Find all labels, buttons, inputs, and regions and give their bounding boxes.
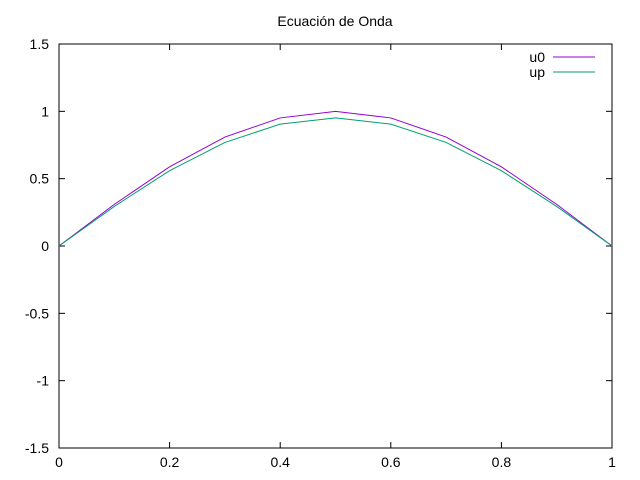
x-tick-label: 0.8 [492, 454, 512, 470]
x-tick-label: 0.4 [270, 454, 290, 470]
y-tick-label: 0 [41, 238, 49, 254]
y-tick-label: -0.5 [25, 305, 49, 321]
y-tick-label: 0.5 [30, 171, 50, 187]
x-tick-label: 0.2 [160, 454, 180, 470]
x-tick-label: 0 [55, 454, 63, 470]
series-layer [58, 110, 613, 247]
x-tick-label: 0.6 [381, 454, 401, 470]
plot-frame [58, 43, 613, 449]
y-tick-label: 1 [41, 103, 49, 119]
chart-title: Ecuación de Onda [277, 13, 392, 29]
plot-axes: 0 0.2 0.4 0.6 0.8 1 1.5 1 0.5 0 -0.5 -1 -1.5 [25, 36, 616, 470]
y-tick-label: 1.5 [30, 36, 50, 52]
y-tick-label: -1.5 [25, 440, 49, 456]
legend-label-u0: u0 [529, 49, 545, 65]
x-tick-label: 1 [608, 454, 616, 470]
series-line-up [58, 117, 613, 247]
y-tick-label: -1 [37, 373, 50, 389]
series-line-u0 [58, 110, 613, 247]
legend-label-up: up [529, 64, 545, 80]
